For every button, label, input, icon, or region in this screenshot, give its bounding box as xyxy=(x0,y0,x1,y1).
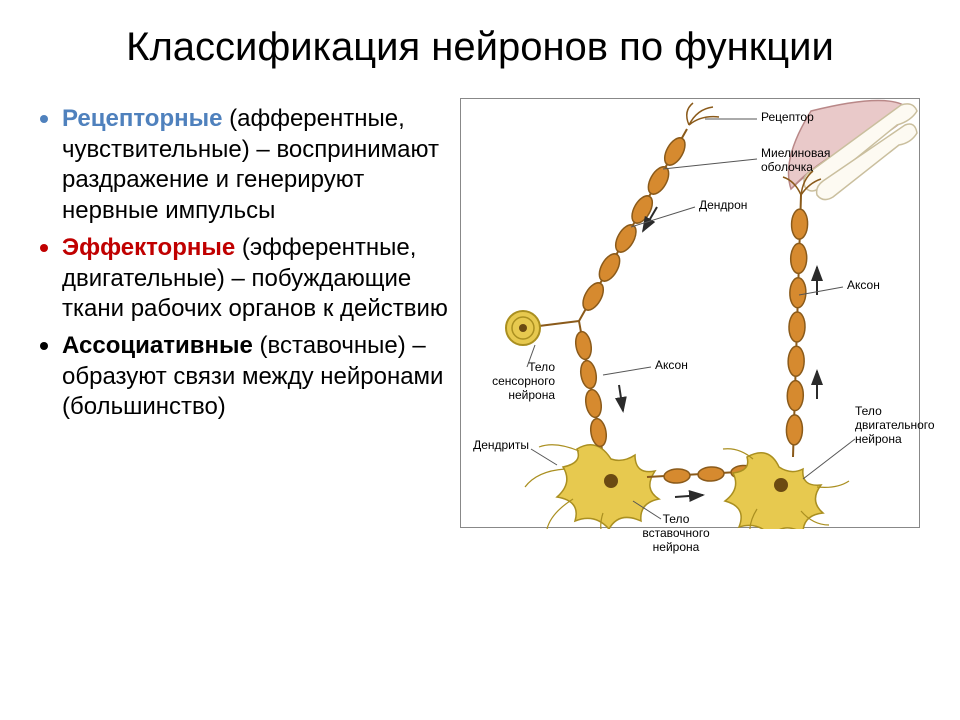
bullet-text: Ассоциативные (вставочные) – образуют св… xyxy=(62,331,448,423)
motor-neuron-body xyxy=(723,449,849,529)
bullet-dot xyxy=(40,342,48,350)
label-motor-body: Телодвигательногонейрона xyxy=(855,405,925,446)
page-title: Классификация нейронов по функции xyxy=(40,24,920,70)
label-dendrites: Дендриты xyxy=(463,439,529,453)
bullet-item: Рецепторные (афферентные, чувствительные… xyxy=(40,104,448,227)
direction-arrows xyxy=(619,207,817,497)
receptor-group xyxy=(687,103,719,125)
bullet-item: Ассоциативные (вставочные) – образуют св… xyxy=(40,331,448,423)
bullet-text: Рецепторные (афферентные, чувствительные… xyxy=(62,104,448,227)
label-axon-1: Аксон xyxy=(655,359,688,373)
label-myelin: Миелиноваяоболочка xyxy=(761,147,830,175)
neuron-diagram: Рецептор Миелиноваяоболочка Дендрон Тело… xyxy=(460,98,920,528)
bullet-term: Рецепторные xyxy=(62,105,222,132)
bullet-text: Эффекторные (эфферентные, двигательные) … xyxy=(62,233,448,325)
label-dendron: Дендрон xyxy=(699,199,747,213)
bullet-dot xyxy=(40,244,48,252)
label-axon-2: Аксон xyxy=(847,279,880,293)
content-row: Рецепторные (афферентные, чувствительные… xyxy=(40,98,920,528)
bullet-item: Эффекторные (эфферентные, двигательные) … xyxy=(40,233,448,325)
bullet-dot xyxy=(40,115,48,123)
bullet-list: Рецепторные (афферентные, чувствительные… xyxy=(40,98,448,528)
myelin-sensory-axon xyxy=(574,330,609,447)
label-inter-body: Теловставочногонейрона xyxy=(631,513,721,554)
diagram-svg xyxy=(461,99,921,529)
label-receptor: Рецептор xyxy=(761,111,814,125)
label-sensory-body: Телосенсорногонейрона xyxy=(465,361,555,402)
bullet-term: Эффекторные xyxy=(62,234,235,261)
bullet-term: Ассоциативные xyxy=(62,332,253,359)
myelin-motor-axon xyxy=(786,209,808,445)
sensory-cell-body xyxy=(506,311,579,345)
